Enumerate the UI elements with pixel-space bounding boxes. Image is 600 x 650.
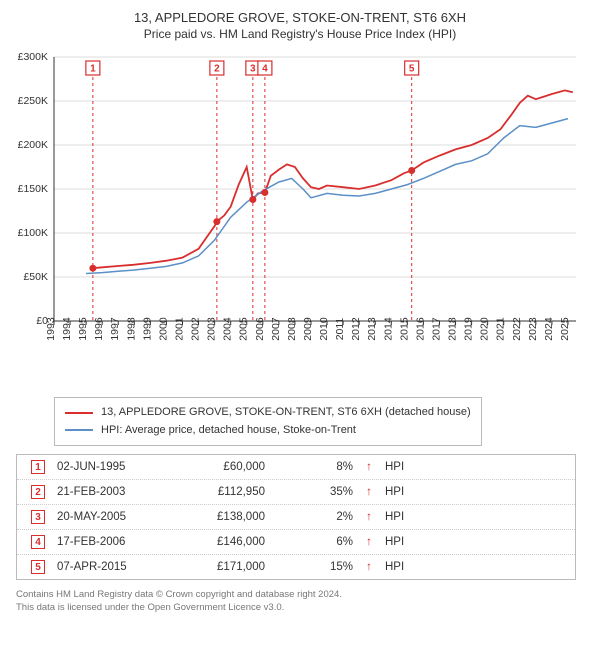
row-date: 17-FEB-2006 bbox=[57, 536, 177, 548]
footer-attribution: Contains HM Land Registry data © Crown c… bbox=[16, 588, 590, 615]
svg-text:2021: 2021 bbox=[495, 317, 507, 341]
legend-item: 13, APPLEDORE GROVE, STOKE-ON-TRENT, ST6… bbox=[65, 404, 471, 422]
arrow-up-icon: ↑ bbox=[361, 536, 377, 548]
arrow-up-icon: ↑ bbox=[361, 486, 377, 498]
table-row: 4 17-FEB-2006 £146,000 6% ↑ HPI bbox=[17, 529, 575, 554]
svg-text:2009: 2009 bbox=[302, 317, 314, 341]
svg-text:2002: 2002 bbox=[190, 317, 202, 341]
svg-text:2016: 2016 bbox=[414, 317, 426, 341]
svg-text:2024: 2024 bbox=[543, 317, 555, 341]
row-date: 21-FEB-2003 bbox=[57, 486, 177, 498]
svg-text:2020: 2020 bbox=[479, 317, 491, 341]
svg-text:5: 5 bbox=[409, 64, 415, 75]
svg-text:1998: 1998 bbox=[125, 317, 137, 341]
svg-text:2013: 2013 bbox=[366, 317, 378, 341]
row-tag: HPI bbox=[385, 536, 425, 548]
legend: 13, APPLEDORE GROVE, STOKE-ON-TRENT, ST6… bbox=[54, 397, 482, 446]
svg-text:2: 2 bbox=[214, 64, 220, 75]
svg-text:2019: 2019 bbox=[463, 317, 475, 341]
svg-text:£300K: £300K bbox=[18, 51, 48, 63]
svg-text:2000: 2000 bbox=[157, 317, 169, 341]
svg-text:1995: 1995 bbox=[77, 317, 89, 341]
svg-text:2008: 2008 bbox=[286, 317, 298, 341]
row-pct: 2% bbox=[293, 511, 353, 523]
svg-text:2017: 2017 bbox=[430, 317, 442, 341]
svg-text:4: 4 bbox=[262, 64, 268, 75]
svg-text:1: 1 bbox=[90, 64, 96, 75]
svg-text:2005: 2005 bbox=[238, 317, 250, 341]
chart-subtitle: Price paid vs. HM Land Registry's House … bbox=[10, 27, 590, 41]
svg-text:2014: 2014 bbox=[382, 317, 394, 341]
row-price: £60,000 bbox=[185, 461, 285, 473]
svg-text:2012: 2012 bbox=[350, 317, 362, 341]
row-date: 02-JUN-1995 bbox=[57, 461, 177, 473]
legend-label: 13, APPLEDORE GROVE, STOKE-ON-TRENT, ST6… bbox=[101, 404, 471, 422]
table-row: 2 21-FEB-2003 £112,950 35% ↑ HPI bbox=[17, 479, 575, 504]
svg-text:1993: 1993 bbox=[45, 317, 57, 341]
row-pct: 35% bbox=[293, 486, 353, 498]
row-price: £146,000 bbox=[185, 536, 285, 548]
row-marker: 5 bbox=[27, 560, 49, 574]
footer-line-1: Contains HM Land Registry data © Crown c… bbox=[16, 588, 590, 601]
row-marker: 2 bbox=[27, 485, 49, 499]
arrow-up-icon: ↑ bbox=[361, 461, 377, 473]
chart-svg: £0£50K£100K£150K£200K£250K£300K199319941… bbox=[10, 49, 586, 389]
row-tag: HPI bbox=[385, 486, 425, 498]
svg-text:2015: 2015 bbox=[398, 317, 410, 341]
legend-swatch bbox=[65, 429, 93, 431]
row-tag: HPI bbox=[385, 511, 425, 523]
svg-text:£250K: £250K bbox=[18, 95, 48, 107]
row-marker: 4 bbox=[27, 535, 49, 549]
legend-label: HPI: Average price, detached house, Stok… bbox=[101, 422, 356, 440]
svg-text:1997: 1997 bbox=[109, 317, 121, 341]
row-price: £112,950 bbox=[185, 486, 285, 498]
legend-swatch bbox=[65, 412, 93, 414]
row-date: 07-APR-2015 bbox=[57, 561, 177, 573]
row-pct: 15% bbox=[293, 561, 353, 573]
svg-text:£100K: £100K bbox=[18, 227, 48, 239]
svg-text:2004: 2004 bbox=[222, 317, 234, 341]
row-date: 20-MAY-2005 bbox=[57, 511, 177, 523]
row-tag: HPI bbox=[385, 561, 425, 573]
chart-title: 13, APPLEDORE GROVE, STOKE-ON-TRENT, ST6… bbox=[10, 10, 590, 25]
svg-text:1999: 1999 bbox=[141, 317, 153, 341]
footer-line-2: This data is licensed under the Open Gov… bbox=[16, 601, 590, 614]
row-marker: 3 bbox=[27, 510, 49, 524]
svg-text:2007: 2007 bbox=[270, 317, 282, 341]
row-price: £138,000 bbox=[185, 511, 285, 523]
arrow-up-icon: ↑ bbox=[361, 511, 377, 523]
svg-text:£50K: £50K bbox=[23, 271, 48, 283]
svg-text:2018: 2018 bbox=[447, 317, 459, 341]
sales-table: 1 02-JUN-1995 £60,000 8% ↑ HPI 2 21-FEB-2003 £11… bbox=[16, 454, 576, 580]
svg-text:2022: 2022 bbox=[511, 317, 523, 341]
arrow-up-icon: ↑ bbox=[361, 561, 377, 573]
row-pct: 6% bbox=[293, 536, 353, 548]
svg-text:2023: 2023 bbox=[527, 317, 539, 341]
svg-text:2001: 2001 bbox=[173, 317, 185, 341]
svg-text:2003: 2003 bbox=[206, 317, 218, 341]
svg-text:£150K: £150K bbox=[18, 183, 48, 195]
svg-text:£200K: £200K bbox=[18, 139, 48, 151]
chart-plot-area: £0£50K£100K£150K£200K£250K£300K199319941… bbox=[10, 49, 590, 389]
svg-text:2025: 2025 bbox=[559, 317, 571, 341]
table-row: 3 20-MAY-2005 £138,000 2% ↑ HPI bbox=[17, 504, 575, 529]
chart-container: 13, APPLEDORE GROVE, STOKE-ON-TRENT, ST6… bbox=[0, 0, 600, 627]
svg-text:3: 3 bbox=[250, 64, 256, 75]
svg-text:1996: 1996 bbox=[93, 317, 105, 341]
svg-text:2010: 2010 bbox=[318, 317, 330, 341]
table-row: 5 07-APR-2015 £171,000 15% ↑ HPI bbox=[17, 554, 575, 579]
svg-text:2011: 2011 bbox=[334, 318, 346, 341]
row-tag: HPI bbox=[385, 461, 425, 473]
legend-item: HPI: Average price, detached house, Stok… bbox=[65, 422, 471, 440]
table-row: 1 02-JUN-1995 £60,000 8% ↑ HPI bbox=[17, 455, 575, 479]
row-price: £171,000 bbox=[185, 561, 285, 573]
row-pct: 8% bbox=[293, 461, 353, 473]
row-marker: 1 bbox=[27, 460, 49, 474]
svg-text:1994: 1994 bbox=[61, 317, 73, 341]
svg-text:2006: 2006 bbox=[254, 317, 266, 341]
